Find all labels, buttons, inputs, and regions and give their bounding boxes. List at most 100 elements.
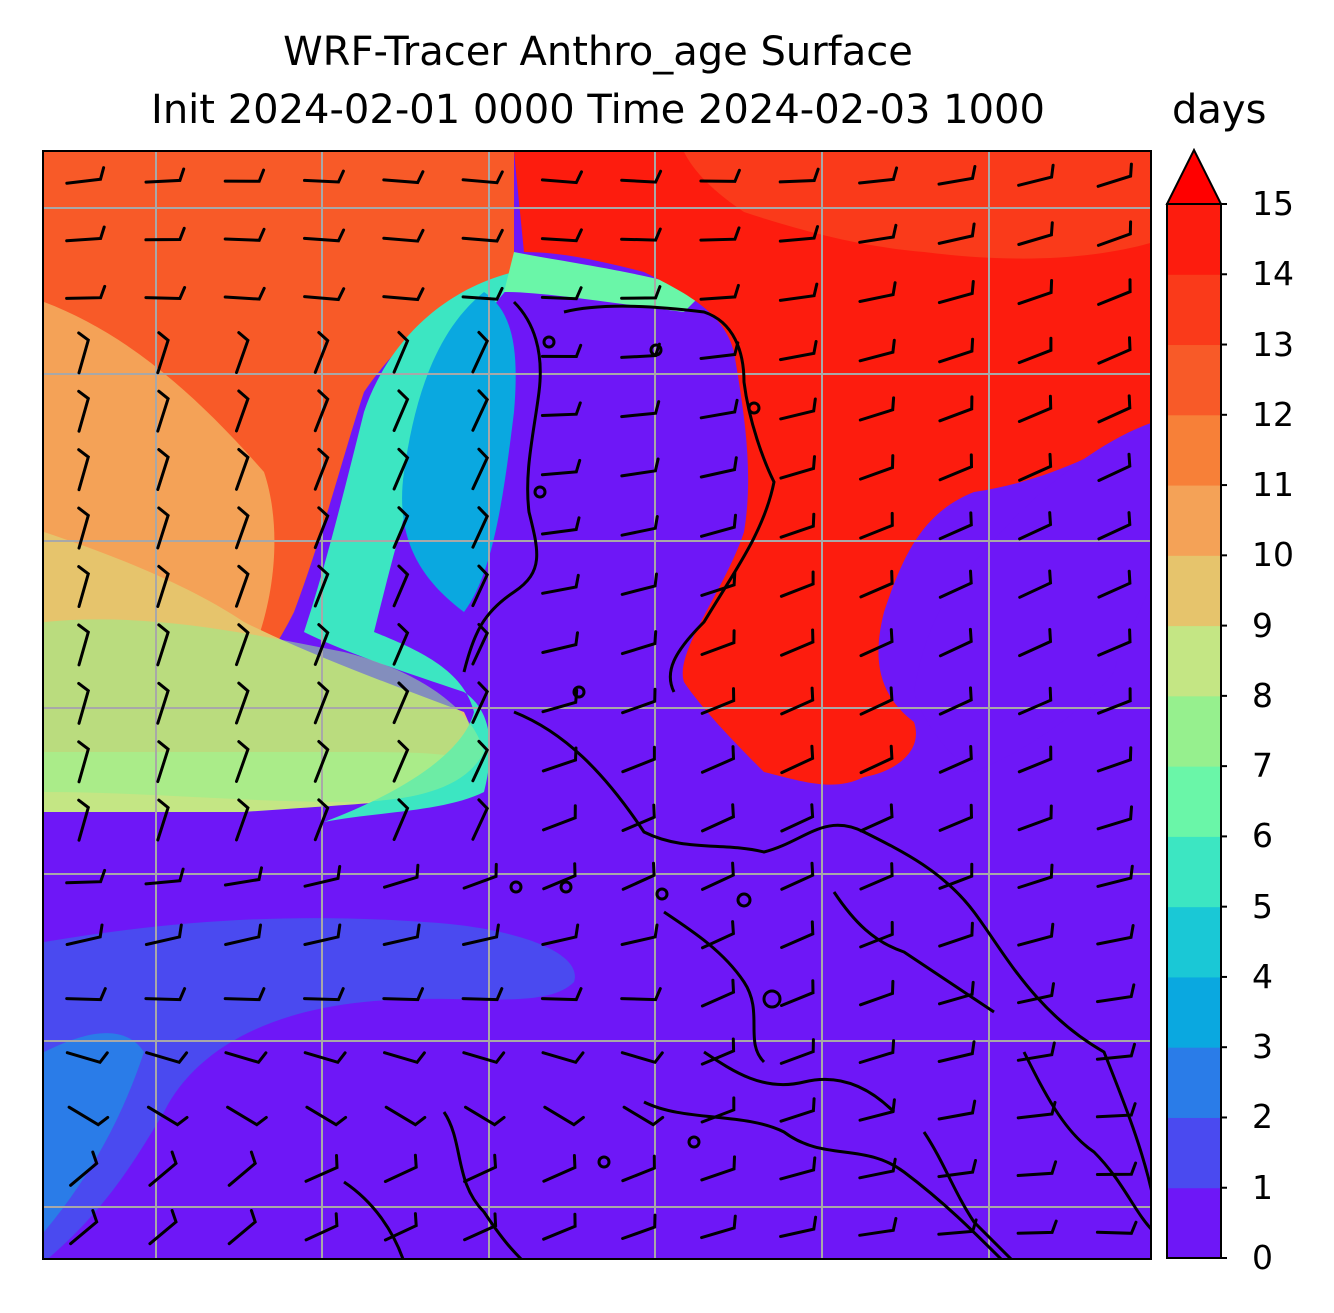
wind-barb: [621, 1154, 656, 1183]
wind-barb: [1017, 982, 1055, 1005]
wind-barb: [392, 447, 410, 491]
wind-barb: [77, 798, 91, 842]
wind-barb: [780, 744, 815, 775]
wind-barb: [382, 987, 424, 1002]
wind-barb: [1097, 687, 1132, 715]
wind-barb: [1016, 1160, 1058, 1177]
wind-barb: [77, 681, 91, 725]
colorbar-tick-label: 13: [1252, 324, 1294, 364]
wind-barb: [303, 228, 346, 243]
wind-barb: [65, 166, 106, 185]
wind-barb: [303, 987, 345, 1002]
wind-barb: [382, 170, 425, 185]
wind-barb: [859, 569, 894, 599]
colorbar-tick-label: 12: [1252, 394, 1294, 434]
wind-barb: [859, 862, 894, 891]
colorbar-band: [1167, 344, 1221, 416]
wind-barb: [540, 401, 582, 417]
wind-barb: [471, 389, 489, 432]
wind-barb: [156, 389, 170, 433]
wind-barb: [779, 455, 816, 480]
wind-barb: [779, 1038, 815, 1065]
wind-barb: [858, 1039, 896, 1064]
wind-barb: [542, 1212, 577, 1241]
wind-barb: [622, 1105, 665, 1127]
colorbar-tick-label: 2: [1252, 1097, 1273, 1137]
wind-barb: [303, 169, 345, 184]
wind-barb: [621, 861, 656, 891]
wind-barb: [700, 978, 736, 1008]
wind-barb: [1096, 805, 1133, 831]
wind-barb: [65, 284, 107, 300]
wind-barb: [382, 228, 425, 243]
wind-barb: [937, 1159, 977, 1179]
wind-barb: [144, 226, 186, 242]
colorbar-band: [1167, 836, 1221, 908]
wind-barb: [858, 281, 897, 303]
wind-barb: [859, 803, 894, 833]
wind-barb: [303, 923, 342, 946]
wind-barb: [779, 1215, 818, 1238]
wind-barb: [1097, 278, 1132, 306]
wind-barb: [156, 506, 170, 550]
wind-barb: [313, 506, 330, 550]
wind-barb: [858, 1098, 896, 1122]
wind-barb: [223, 168, 266, 183]
wind-barb: [937, 1218, 978, 1236]
wind-barb: [1097, 452, 1132, 482]
wind-barb: [780, 979, 815, 1007]
wind-barb: [540, 458, 582, 477]
wind-barb: [700, 1214, 737, 1240]
wind-barb: [938, 921, 974, 948]
wind-barb: [313, 798, 330, 842]
wind-barb: [77, 506, 91, 550]
wind-barb: [620, 572, 658, 596]
wind-barb: [303, 1051, 347, 1065]
colorbar-tick-label: 3: [1252, 1027, 1273, 1067]
wind-barb: [65, 868, 107, 885]
wind-barb: [313, 447, 330, 491]
wind-barb: [938, 686, 973, 716]
wind-barb: [938, 337, 975, 364]
wind-barb: [461, 987, 504, 1002]
wind-barb: [1017, 163, 1055, 187]
wind-barb: [1097, 628, 1132, 657]
wind-barb: [541, 516, 581, 536]
wind-barb: [156, 331, 170, 375]
wind-barb: [859, 628, 894, 658]
wind-barb: [779, 512, 816, 539]
wind-barb: [540, 987, 583, 1002]
wind-barb: [938, 803, 974, 832]
colorbar: [1165, 148, 1227, 1259]
wind-barb: [621, 1213, 657, 1240]
wind-barb: [938, 627, 973, 658]
wind-barb: [1018, 569, 1053, 599]
wind-barb: [224, 1051, 268, 1065]
wind-barb: [77, 565, 91, 608]
wind-barb: [620, 169, 663, 184]
colorbar-units-label: days: [1172, 87, 1267, 133]
wind-barb: [1095, 1042, 1136, 1061]
wind-barb: [77, 389, 91, 433]
wind-barb: [223, 866, 263, 887]
wind-barb: [701, 803, 735, 833]
wind-barb: [778, 282, 819, 302]
wind-barb: [540, 170, 583, 185]
wind-barb: [392, 798, 410, 841]
wind-barb: [779, 570, 815, 598]
colorbar-band: [1167, 1117, 1221, 1189]
wind-barb: [392, 739, 410, 783]
wind-barb: [621, 803, 656, 832]
wind-barb: [471, 330, 489, 374]
wind-barb: [145, 1051, 189, 1065]
wind-barb: [382, 923, 421, 946]
wind-barb: [1017, 745, 1053, 774]
wind-barb: [699, 341, 740, 360]
wind-barb: [859, 979, 895, 1007]
wind-barb: [227, 1209, 257, 1246]
plot-title: WRF-Tracer Anthro_age Surface: [283, 29, 913, 75]
colorbar-band: [1167, 1187, 1221, 1259]
wind-barb: [700, 1096, 736, 1124]
colorbar-band: [1167, 414, 1221, 486]
wind-barb: [1017, 863, 1054, 889]
